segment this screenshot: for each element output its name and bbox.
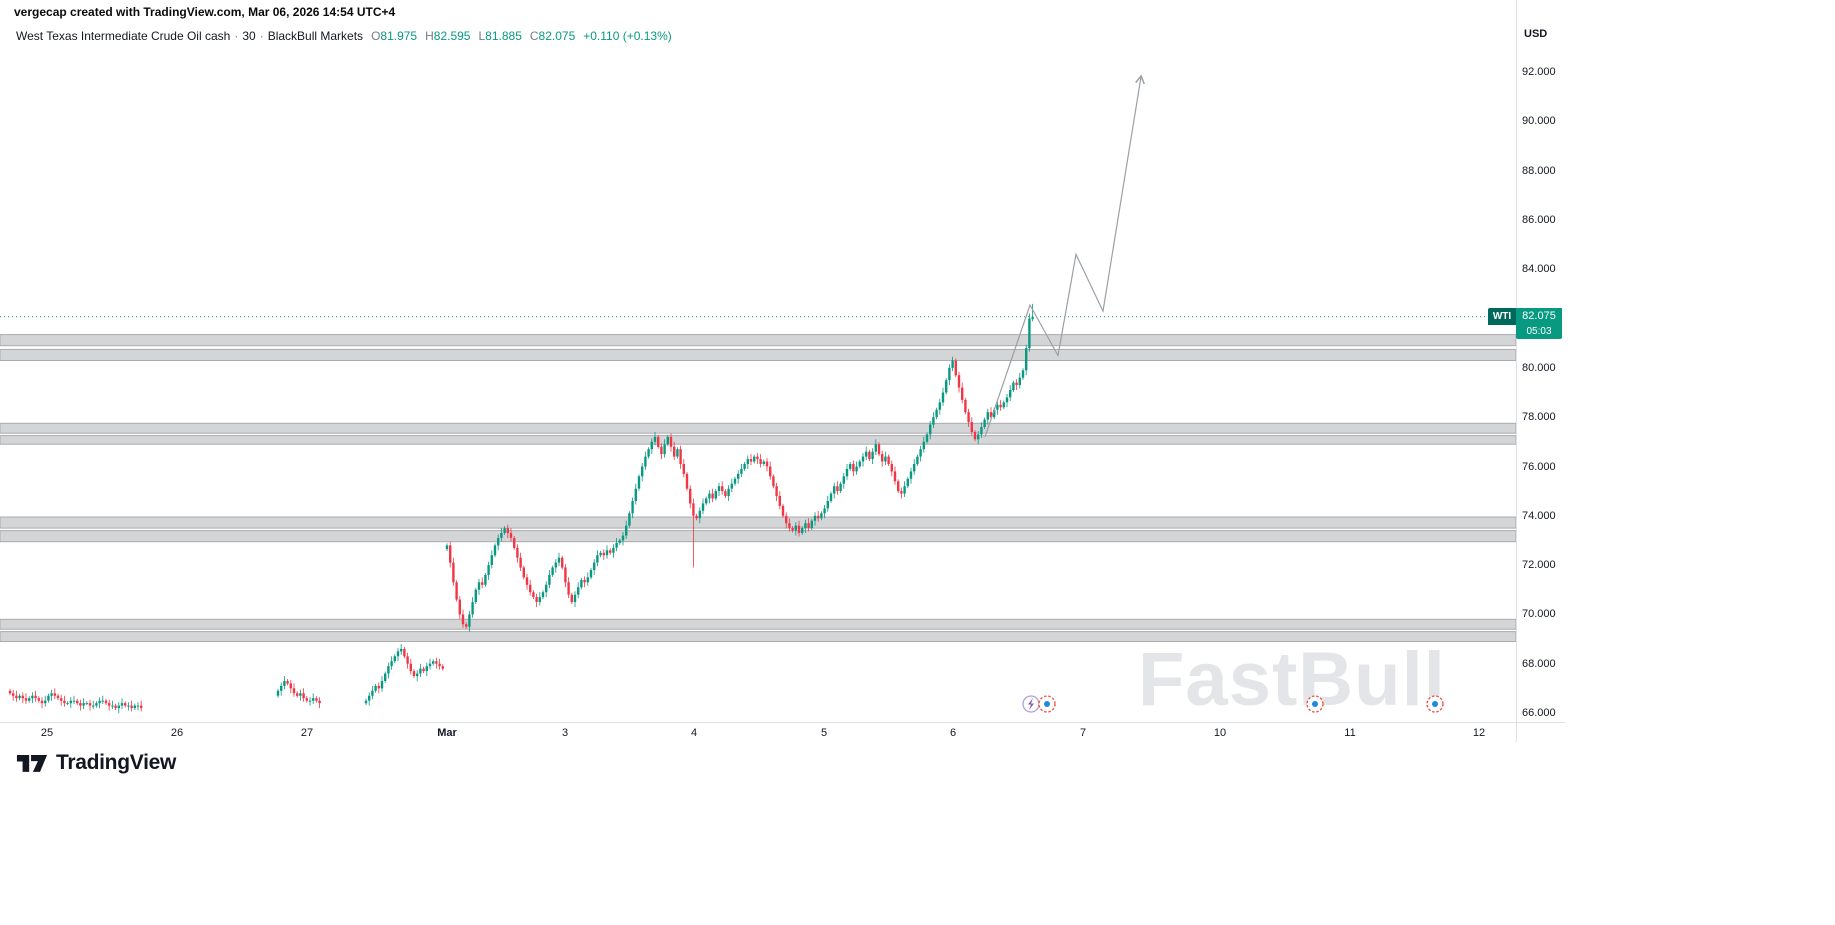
tradingview-logo-text: TradingView bbox=[56, 750, 177, 774]
projection-arrow-drawing[interactable] bbox=[984, 74, 1145, 438]
supply-demand-zone[interactable] bbox=[0, 348, 1516, 361]
time-tick-label: 10 bbox=[1213, 727, 1227, 739]
price-tick-label: 72.000 bbox=[1522, 559, 1556, 572]
currency-label: USD bbox=[1524, 28, 1548, 40]
price-tick-label: 88.000 bbox=[1522, 164, 1556, 177]
time-tick-label: 11 bbox=[1344, 727, 1356, 739]
badge-price: 82.075 bbox=[1516, 308, 1562, 326]
time-tick-label: 6 bbox=[949, 727, 957, 739]
supply-demand-zone[interactable] bbox=[0, 631, 1516, 642]
event-flash-icon[interactable] bbox=[1022, 695, 1040, 713]
time-tick-label: 4 bbox=[690, 727, 698, 739]
price-tick-label: 84.000 bbox=[1522, 263, 1556, 276]
supply-demand-zones[interactable] bbox=[0, 334, 1516, 642]
time-axis-separator bbox=[0, 722, 1565, 723]
candles[interactable] bbox=[8, 303, 1034, 713]
badge-countdown: 05:03 bbox=[1516, 325, 1562, 340]
price-chart-canvas[interactable] bbox=[0, 0, 1516, 722]
time-tick-label: 7 bbox=[1079, 727, 1087, 739]
current-price-badge: WTI 82.075 05:03 bbox=[1488, 308, 1562, 340]
symbol-title[interactable]: West Texas Intermediate Crude Oil cash bbox=[16, 29, 231, 43]
high-label: H bbox=[425, 29, 434, 43]
price-tick-label: 76.000 bbox=[1522, 460, 1556, 473]
event-economic-icon[interactable] bbox=[1038, 695, 1056, 713]
time-tick-label: 25 bbox=[40, 727, 54, 739]
event-economic-icon[interactable] bbox=[1426, 695, 1444, 713]
supply-demand-zone[interactable] bbox=[0, 516, 1516, 529]
price-tick-label: 90.000 bbox=[1522, 115, 1556, 128]
broker-label: BlackBull Markets bbox=[267, 29, 364, 43]
time-tick-label: 5 bbox=[820, 727, 828, 739]
time-tick-label: 27 bbox=[300, 727, 314, 739]
badge-symbol: WTI bbox=[1488, 308, 1516, 326]
interval-label[interactable]: 30 bbox=[242, 29, 256, 43]
time-tick-label: 26 bbox=[170, 727, 184, 739]
tradingview-logo-icon bbox=[16, 754, 48, 772]
time-tick-label: 3 bbox=[561, 727, 569, 739]
price-tick-label: 80.000 bbox=[1522, 361, 1556, 374]
tradingview-logo[interactable]: TradingView bbox=[16, 750, 176, 775]
legend-separator: · bbox=[259, 29, 264, 43]
time-tick-label: Mar bbox=[437, 727, 457, 739]
chart-legend: West Texas Intermediate Crude Oil cash · 3… bbox=[16, 29, 672, 43]
open-value: 81.975 bbox=[380, 29, 418, 43]
close-label: C bbox=[529, 29, 539, 43]
event-economic-icon[interactable] bbox=[1306, 695, 1324, 713]
attribution-text: vergecap created with TradingView.com, M… bbox=[14, 5, 396, 19]
price-tick-label: 70.000 bbox=[1522, 608, 1556, 621]
high-value: 82.595 bbox=[433, 29, 471, 43]
price-tick-label: 92.000 bbox=[1522, 66, 1556, 78]
price-tick-label: 86.000 bbox=[1522, 213, 1556, 226]
time-tick-label: 12 bbox=[1472, 727, 1486, 739]
legend-separator: · bbox=[234, 29, 239, 43]
low-label: L bbox=[478, 29, 486, 43]
price-tick-label: 66.000 bbox=[1522, 707, 1556, 719]
fastbull-watermark: FastBull bbox=[1138, 637, 1446, 722]
supply-demand-zone[interactable] bbox=[0, 530, 1516, 543]
supply-demand-zone[interactable] bbox=[0, 334, 1516, 347]
low-value: 81.885 bbox=[485, 29, 522, 43]
change-value: +0.110 (+0.13%) bbox=[583, 29, 672, 43]
open-label: O bbox=[371, 29, 381, 43]
price-tick-label: 74.000 bbox=[1522, 509, 1556, 522]
price-axis-separator bbox=[1516, 0, 1517, 742]
close-value: 82.075 bbox=[538, 29, 576, 43]
supply-demand-zone[interactable] bbox=[0, 422, 1516, 434]
price-tick-label: 78.000 bbox=[1522, 411, 1556, 424]
supply-demand-zone[interactable] bbox=[0, 435, 1516, 445]
supply-demand-zone[interactable] bbox=[0, 618, 1516, 630]
price-tick-label: 68.000 bbox=[1522, 657, 1556, 670]
